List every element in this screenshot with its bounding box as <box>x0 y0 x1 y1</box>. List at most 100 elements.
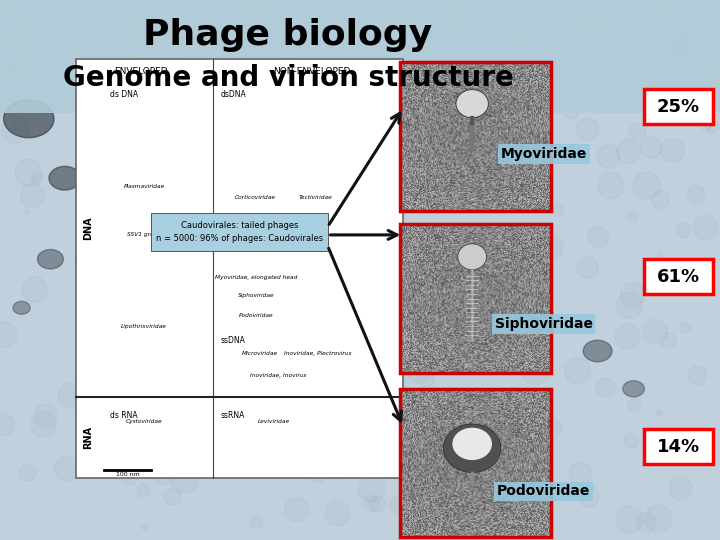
Point <box>242 295 253 304</box>
Circle shape <box>135 344 153 358</box>
Point <box>640 180 652 189</box>
Point <box>481 465 492 474</box>
Point <box>256 2 267 11</box>
Point <box>331 104 343 112</box>
Point <box>454 124 465 132</box>
Bar <box>400 389 551 537</box>
Point <box>109 429 121 438</box>
Point <box>545 243 557 252</box>
Point <box>22 468 33 476</box>
Ellipse shape <box>458 244 487 270</box>
Point <box>167 492 179 501</box>
Point <box>194 364 206 373</box>
Point <box>623 146 634 155</box>
Point <box>166 51 178 60</box>
Point <box>536 87 548 96</box>
Point <box>675 483 686 492</box>
Point <box>455 481 467 490</box>
Point <box>621 332 633 341</box>
Point <box>140 436 152 445</box>
Point <box>535 0 546 6</box>
Text: NON-ENVELOPED: NON-ENVELOPED <box>273 67 350 76</box>
Point <box>528 330 540 339</box>
Point <box>694 441 706 449</box>
Point <box>691 370 703 379</box>
Text: Inoviridae, Plectrovirus: Inoviridae, Plectrovirus <box>284 351 351 356</box>
Bar <box>151 213 328 251</box>
Point <box>419 332 431 340</box>
Point <box>529 366 541 375</box>
Point <box>405 117 416 125</box>
Point <box>645 143 657 152</box>
Bar <box>400 62 551 211</box>
Point <box>250 518 261 526</box>
Circle shape <box>583 340 612 362</box>
Point <box>60 463 71 472</box>
Point <box>626 212 638 220</box>
Point <box>174 125 185 133</box>
Text: Siphoviridae: Siphoviridae <box>238 293 275 299</box>
Point <box>290 132 302 140</box>
Point <box>234 71 246 80</box>
Point <box>227 357 238 366</box>
Point <box>568 75 580 83</box>
Point <box>631 127 642 136</box>
Point <box>267 129 279 138</box>
Point <box>640 518 652 526</box>
Point <box>371 500 382 509</box>
Point <box>304 41 315 50</box>
Point <box>654 194 666 203</box>
Text: 25%: 25% <box>657 98 700 116</box>
Point <box>39 411 50 420</box>
Point <box>478 201 490 210</box>
Text: Tectiviridae: Tectiviridae <box>299 194 333 200</box>
Point <box>114 373 125 381</box>
Point <box>649 326 660 335</box>
Point <box>384 178 395 187</box>
Point <box>581 262 593 271</box>
Point <box>582 491 593 500</box>
Point <box>20 207 32 215</box>
Point <box>296 461 307 470</box>
Point <box>157 469 168 478</box>
Text: ssDNA: ssDNA <box>220 336 246 345</box>
Point <box>284 46 295 55</box>
Text: Phage biology: Phage biology <box>143 18 433 52</box>
Bar <box>400 224 551 373</box>
Point <box>330 179 341 187</box>
Point <box>358 105 369 114</box>
Point <box>210 226 222 234</box>
Bar <box>76 59 403 478</box>
Point <box>16 60 27 69</box>
Point <box>446 475 458 483</box>
Point <box>76 42 87 50</box>
Point <box>662 335 674 344</box>
Circle shape <box>623 381 644 397</box>
Point <box>487 309 498 318</box>
Point <box>311 465 323 474</box>
Point <box>603 152 614 160</box>
Point <box>402 77 414 85</box>
Point <box>407 295 418 303</box>
Point <box>75 257 86 266</box>
Point <box>44 56 55 64</box>
Point <box>149 86 161 94</box>
Point <box>392 366 404 375</box>
Point <box>243 440 255 449</box>
Point <box>132 172 144 180</box>
Point <box>451 6 463 15</box>
Point <box>210 435 222 443</box>
Circle shape <box>49 166 81 190</box>
Point <box>481 518 492 526</box>
Point <box>544 423 556 432</box>
Point <box>581 125 593 134</box>
Point <box>37 420 48 428</box>
Text: Caudovirales: tailed phages
n = 5000: 96% of phages: Caudovirales: Caudovirales: tailed phages n = 5000: 96… <box>156 221 323 244</box>
Point <box>436 226 447 234</box>
Text: Microviridae: Microviridae <box>242 351 278 356</box>
Point <box>352 359 364 368</box>
Point <box>281 274 292 283</box>
Text: Podoviridae: Podoviridae <box>497 484 590 498</box>
Text: Myoviridae, elongated head: Myoviridae, elongated head <box>215 274 297 280</box>
Point <box>12 29 24 37</box>
